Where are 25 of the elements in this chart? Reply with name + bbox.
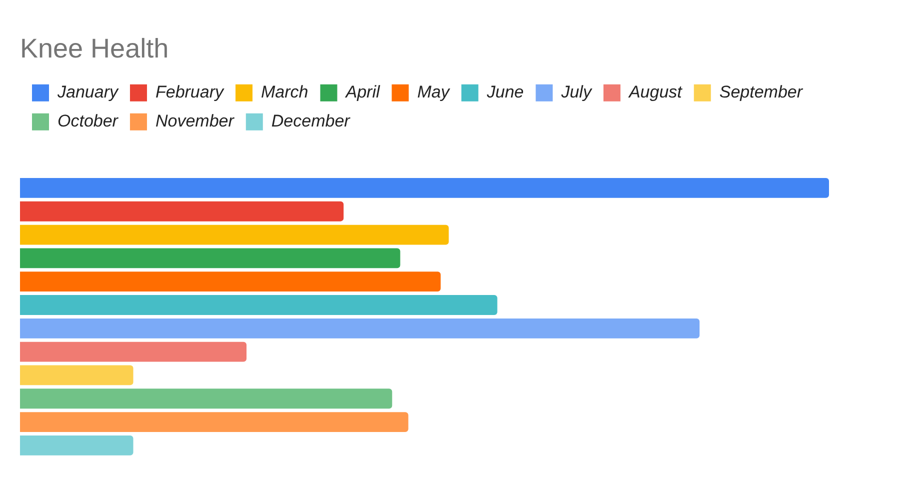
legend-label: May [417,82,451,102]
bar [20,248,400,268]
bar [20,224,449,245]
legend-label: October [58,112,120,131]
chart-title: Knee Health [20,34,169,64]
bar [20,295,498,315]
bar [20,388,392,409]
legend-label: January [56,82,120,102]
legend-label: February [155,82,226,102]
bar [20,272,441,292]
bar [20,318,700,338]
bar [20,365,134,386]
bar [20,342,247,362]
bar [20,201,344,222]
legend-label: April [344,82,381,102]
bar [20,178,829,198]
legend-label: September [719,82,804,102]
legend-label: June [486,82,524,102]
legend-label: July [560,82,593,102]
bar [20,435,134,456]
legend-label: November [155,112,236,131]
legend-label: December [271,112,352,131]
legend-label: March [261,82,308,102]
bar [20,412,408,432]
legend-label: August [628,82,684,102]
